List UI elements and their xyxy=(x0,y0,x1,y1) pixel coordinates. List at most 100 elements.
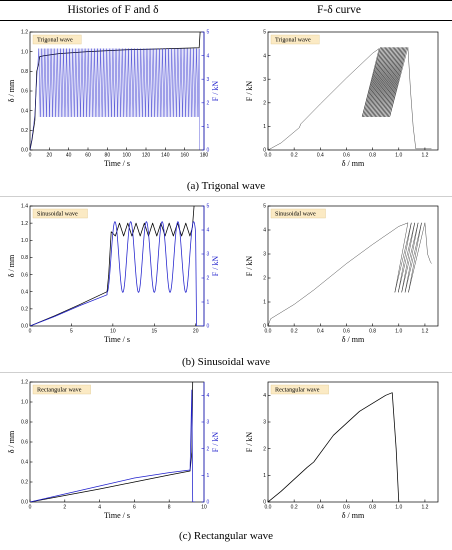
x-tick-label: 120 xyxy=(142,153,151,159)
x-tick-label: 60 xyxy=(85,153,91,159)
x-tick-label: 0.6 xyxy=(343,329,350,335)
chart-title: Sinusoidal wave xyxy=(37,211,78,218)
y2-axis-label: F / kN xyxy=(211,432,220,453)
x-tick-label: 40 xyxy=(66,153,72,159)
y-tick-label: 3 xyxy=(263,420,266,426)
y-tick-label: 1.4 xyxy=(21,204,28,210)
y2-tick-label: 1 xyxy=(207,124,210,130)
x-tick-label: 0.0 xyxy=(265,505,272,511)
y-tick-label: 1 xyxy=(263,473,266,479)
series-group xyxy=(268,392,400,502)
x-tick-label: 0.6 xyxy=(343,153,350,159)
y-tick-label: 1.2 xyxy=(21,380,28,386)
delta-series-line xyxy=(30,382,194,502)
chart-title-badge xyxy=(270,34,320,45)
caption-c: (c) Rectangular wave xyxy=(178,530,274,542)
force-series-line xyxy=(30,48,201,150)
delta-series-line xyxy=(268,222,432,326)
x-tick-label: 15 xyxy=(152,329,158,335)
y-tick-label: 0.2 xyxy=(21,307,28,313)
plot-frame xyxy=(29,381,205,503)
y2-tick-label: 5 xyxy=(207,204,210,210)
y-tick-label: 1.0 xyxy=(21,238,28,244)
x-tick-label: 140 xyxy=(161,153,170,159)
y-tick-label: 2 xyxy=(263,446,266,452)
chart-title: Trigonal wave xyxy=(275,37,311,44)
y2-axis-label: F / kN xyxy=(211,81,220,102)
x-tick-label: 100 xyxy=(122,153,131,159)
x-axis-label: δ / mm xyxy=(342,511,365,520)
chart-title: Trigonal wave xyxy=(37,37,73,44)
caption-a: (a) Trigonal wave xyxy=(186,180,266,192)
y-tick-label: 0.0 xyxy=(21,324,28,330)
delta-series-line xyxy=(30,206,195,326)
x-axis-label: Time / s xyxy=(104,335,130,344)
x-tick-label: 80 xyxy=(105,153,111,159)
y-tick-label: 0 xyxy=(263,148,266,154)
x-tick-label: 20 xyxy=(193,329,199,335)
x-tick-label: 1.0 xyxy=(395,153,402,159)
trigonal-history-chart: 0 20 40 60 80 100 120 140 160 1800.00.20.40.60.81… xyxy=(7,30,220,168)
delta-series-line xyxy=(268,392,400,502)
y2-tick-label: 2 xyxy=(207,276,210,282)
x-tick-label: 0 xyxy=(29,505,32,511)
y-tick-label: 0.8 xyxy=(21,420,28,426)
series-group xyxy=(30,206,204,326)
chart-title-badge xyxy=(270,208,326,219)
y2-tick-label: 1 xyxy=(207,300,210,306)
y-axis-label: δ / mm xyxy=(7,254,16,277)
chart-title-badge xyxy=(32,34,82,45)
x-tick-label: 0.4 xyxy=(317,329,324,335)
x-tick-label: 8 xyxy=(168,505,171,511)
x-tick-label: 10 xyxy=(201,505,207,511)
x-tick-label: 0.2 xyxy=(291,153,298,159)
chart-title-badge xyxy=(270,384,329,395)
y-tick-label: 3 xyxy=(263,252,266,258)
chart-title: Rectangular wave xyxy=(37,387,82,394)
y-tick-label: 5 xyxy=(263,30,266,36)
x-tick-label: 2 xyxy=(63,505,66,511)
x-tick-label: 1.2 xyxy=(421,329,428,335)
x-tick-label: 0.0 xyxy=(265,329,272,335)
y-axis-label: δ / mm xyxy=(7,430,16,453)
series-group xyxy=(30,382,196,502)
x-tick-label: 1.0 xyxy=(395,505,402,511)
y-tick-label: 2 xyxy=(263,101,266,107)
y2-tick-label: 5 xyxy=(207,30,210,36)
x-tick-label: 0.8 xyxy=(369,505,376,511)
y2-tick-label: 3 xyxy=(207,420,210,426)
plot-frame xyxy=(267,31,439,151)
delta-series-line xyxy=(30,32,201,150)
x-tick-label: 0.2 xyxy=(291,505,298,511)
header-right: F-δ curve xyxy=(316,4,362,16)
x-tick-label: 0.0 xyxy=(265,153,272,159)
y-tick-label: 1 xyxy=(263,300,266,306)
x-tick-label: 20 xyxy=(47,153,53,159)
x-tick-label: 0 xyxy=(29,329,32,335)
x-tick-label: 0.6 xyxy=(343,505,350,511)
y-tick-label: 0.2 xyxy=(21,480,28,486)
chart-title-badge xyxy=(32,384,91,395)
y-tick-label: 0.6 xyxy=(21,440,28,446)
y2-tick-label: 0 xyxy=(207,500,210,506)
x-tick-label: 0 xyxy=(29,153,32,159)
y-tick-label: 0.6 xyxy=(21,89,28,95)
x-axis-label: Time / s xyxy=(104,511,130,520)
y-tick-label: 0.6 xyxy=(21,272,28,278)
y-tick-label: 0.0 xyxy=(21,500,28,506)
y2-tick-label: 4 xyxy=(207,393,210,399)
y-tick-label: 3 xyxy=(263,77,266,83)
y-tick-label: 1.2 xyxy=(21,221,28,227)
y-tick-label: 1.2 xyxy=(21,30,28,36)
x-tick-label: 0.4 xyxy=(317,505,324,511)
force-series-line xyxy=(30,221,204,326)
sinusoidal-history-chart: 0 5 10 15 20 0.0 0.2 0.4 0.6 0.8 1.0 1.2 1.4 0 1 2 3 4 5 Ti… xyxy=(7,204,220,344)
x-tick-label: 6 xyxy=(133,505,136,511)
y2-tick-label: 1 xyxy=(207,473,210,479)
sinusoidal-fd-chart: 0.0 0.2 0.4 0.6 0.8 1.0 1.2 0 1 2 3 4 5 δ / mm F / kN S… xyxy=(245,204,439,344)
plot-frame xyxy=(267,205,439,327)
x-tick-label: 0.2 xyxy=(291,329,298,335)
y-tick-label: 1.0 xyxy=(21,49,28,55)
y2-tick-label: 3 xyxy=(207,77,210,83)
